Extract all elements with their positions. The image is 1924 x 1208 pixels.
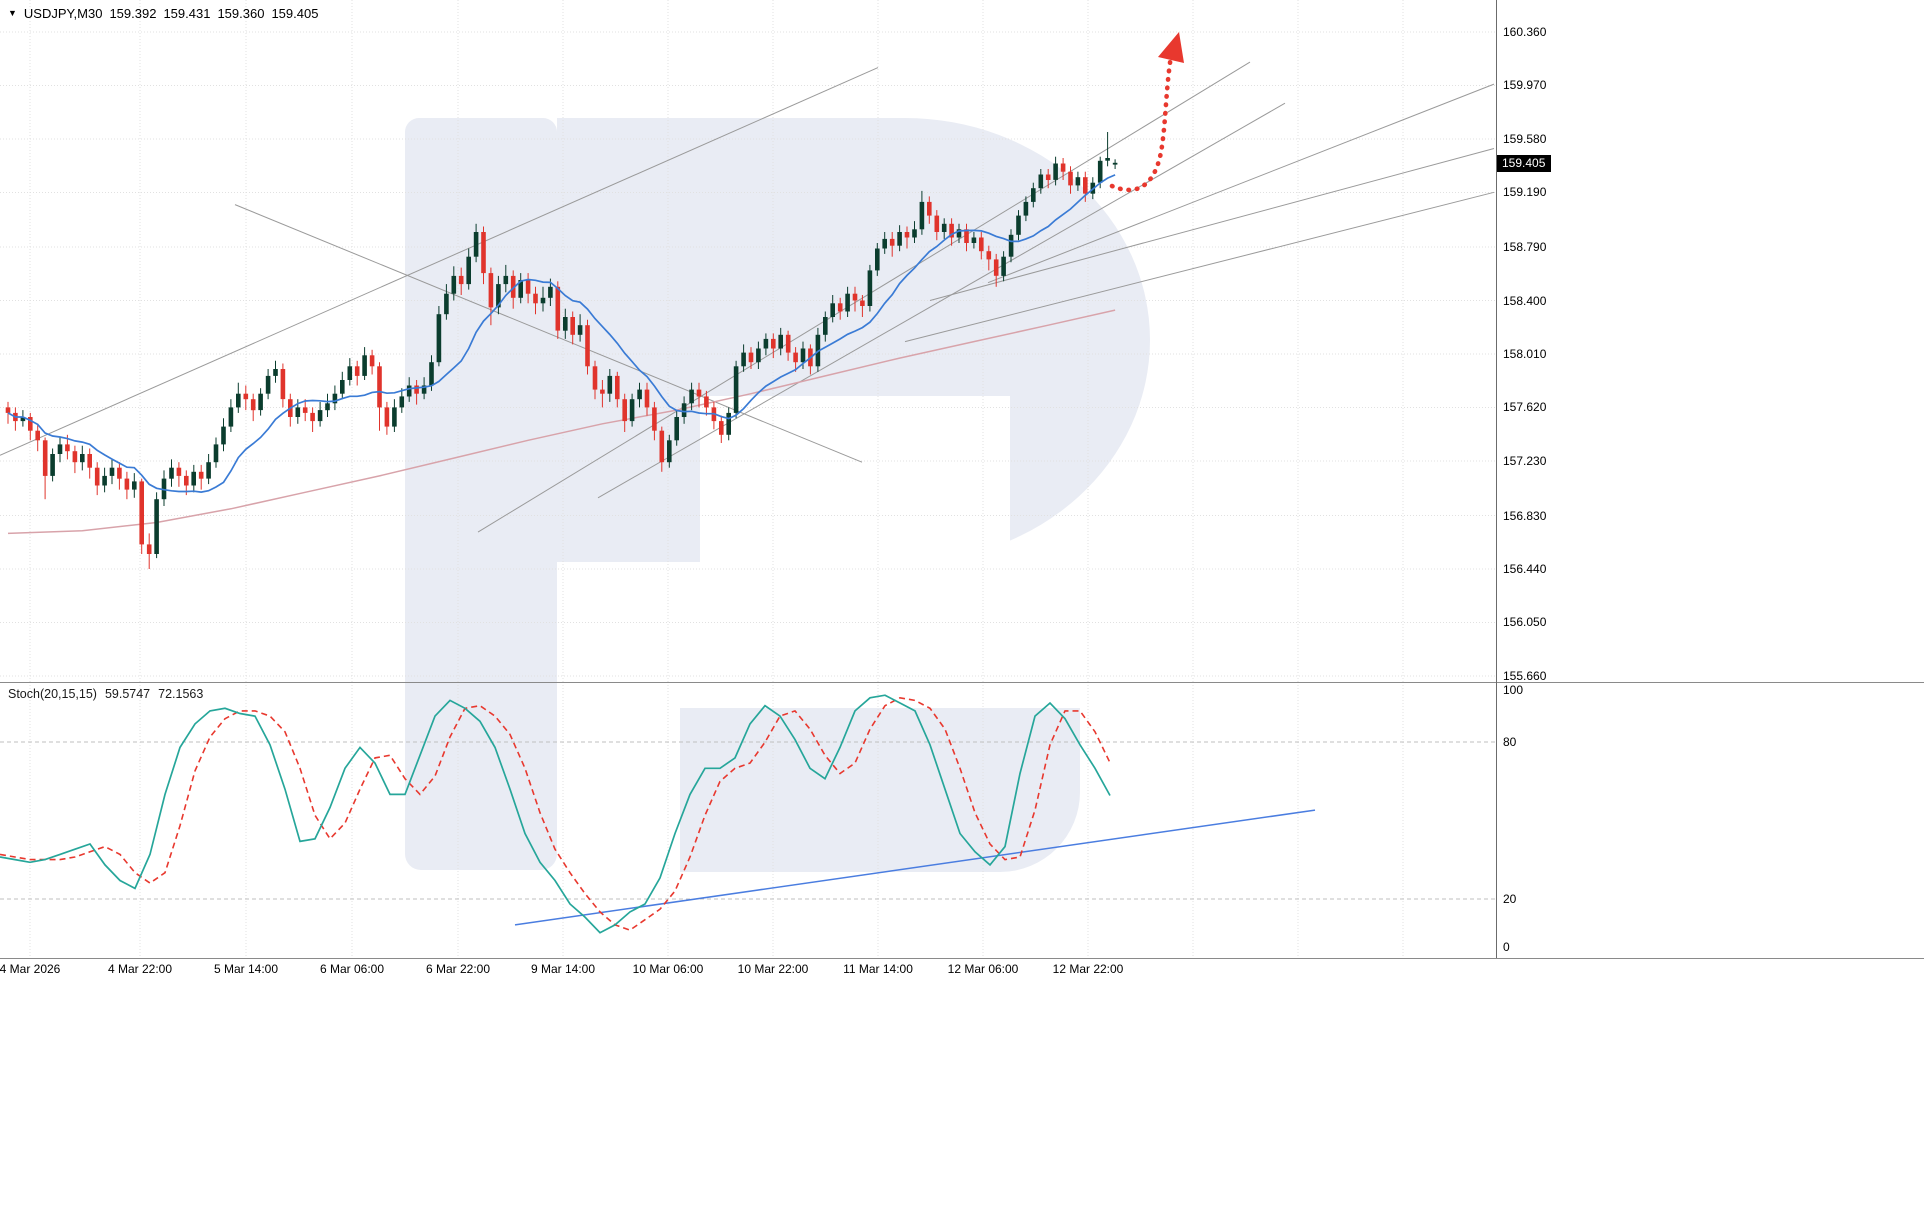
price-axis-label: 158.400 bbox=[1503, 294, 1547, 308]
price-axis-label: 159.190 bbox=[1503, 185, 1547, 199]
stoch-axis-label: 0 bbox=[1503, 940, 1510, 954]
symbol-timeframe-label: USDJPY,M30 bbox=[23, 6, 103, 21]
price-axis-label: 160.360 bbox=[1503, 25, 1547, 39]
ohlc-high-value: 159.431 bbox=[163, 6, 211, 21]
ohlc-low-value: 159.360 bbox=[217, 6, 265, 21]
stoch-axis-label: 80 bbox=[1503, 735, 1517, 749]
time-axis-label: 5 Mar 14:00 bbox=[213, 962, 279, 976]
price-axis-label: 156.830 bbox=[1503, 509, 1547, 523]
time-axis-separator bbox=[0, 958, 1924, 959]
price-axis-label: 159.970 bbox=[1503, 78, 1547, 92]
time-axis-label: 12 Mar 22:00 bbox=[1052, 962, 1124, 976]
candlestick-chart-canvas[interactable] bbox=[0, 0, 1496, 682]
time-axis-label: 10 Mar 22:00 bbox=[737, 962, 809, 976]
time-axis-label: 10 Mar 06:00 bbox=[632, 962, 704, 976]
time-axis-label: 6 Mar 22:00 bbox=[425, 962, 491, 976]
stoch-trendline bbox=[514, 809, 1316, 926]
forecast-arrow bbox=[1109, 53, 1174, 193]
ohlc-close-value: 159.405 bbox=[271, 6, 319, 21]
indicator-main-value: 59.5747 bbox=[104, 687, 151, 701]
time-axis-label: 9 Mar 14:00 bbox=[530, 962, 596, 976]
panel-separator[interactable] bbox=[0, 682, 1924, 683]
price-axis-label: 159.580 bbox=[1503, 132, 1547, 146]
time-axis-label: 4 Mar 22:00 bbox=[107, 962, 173, 976]
price-axis-label: 156.440 bbox=[1503, 562, 1547, 576]
ohlc-open-value: 159.392 bbox=[109, 6, 157, 21]
time-axis-label: 6 Mar 06:00 bbox=[319, 962, 385, 976]
stochastic-chart-canvas[interactable] bbox=[0, 682, 1496, 958]
time-axis-label: 4 Mar 2026 bbox=[0, 962, 61, 976]
watermark-logo bbox=[405, 118, 1150, 682]
indicator-signal-value: 72.1563 bbox=[158, 687, 204, 701]
indicator-name: Stoch(20,15,15) bbox=[8, 687, 97, 701]
time-axis-label: 12 Mar 06:00 bbox=[947, 962, 1019, 976]
watermark-logo-lower bbox=[405, 682, 1080, 872]
price-axis-label: 158.010 bbox=[1503, 347, 1547, 361]
stoch-axis-label: 20 bbox=[1503, 892, 1517, 906]
price-axis-label: 157.620 bbox=[1503, 400, 1547, 414]
stoch-axis-label: 100 bbox=[1503, 683, 1524, 697]
current-price-badge: 159.405 bbox=[1497, 155, 1552, 172]
price-axis-border bbox=[1496, 0, 1497, 958]
time-axis[interactable]: 4 Mar 2026 4 Mar 22:00 5 Mar 14:00 6 Mar 06… bbox=[0, 958, 1924, 982]
forecast-arrowhead bbox=[1158, 32, 1184, 63]
price-axis-label: 155.660 bbox=[1503, 669, 1547, 683]
stochastic-indicator-label: Stoch(20,15,15) 59.5747 72.1563 bbox=[8, 687, 203, 701]
collapse-chevron-icon[interactable]: ▼ bbox=[8, 8, 17, 18]
price-axis-label: 157.230 bbox=[1503, 454, 1547, 468]
symbol-header: ▼ USDJPY,M30 159.392 159.431 159.360 159… bbox=[8, 6, 318, 21]
price-axis-label: 158.790 bbox=[1503, 240, 1547, 254]
price-axis-label: 156.050 bbox=[1503, 615, 1547, 629]
price-axis: 159.405 160.360 159.970 159.580 159.190 158.… bbox=[1496, 0, 1924, 958]
time-axis-label: 11 Mar 14:00 bbox=[843, 962, 913, 976]
